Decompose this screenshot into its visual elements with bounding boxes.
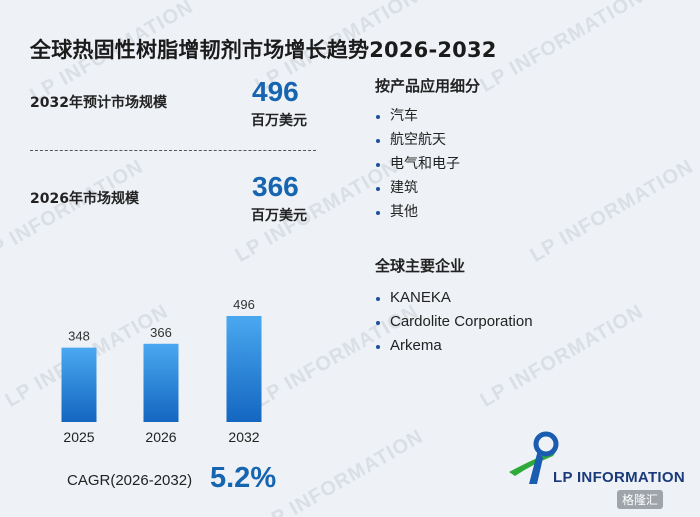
page-title: 全球热固性树脂增韧剂市场增长趋势2026-2032 (30, 38, 497, 62)
watermark: LP INFORMATION (476, 0, 648, 97)
kpi-2032-label: 2032年预计市场规模 (30, 95, 167, 111)
kpi-2032-unit: 百万美元 (251, 113, 307, 129)
x-tick-label: 2025 (63, 429, 94, 445)
companies-title: 全球主要企业 (375, 257, 466, 275)
kpi-2032-value: 496 (252, 76, 299, 107)
data-label: 348 (68, 329, 90, 344)
bar-2032 (226, 316, 262, 422)
cagr-value: 5.2% (210, 462, 277, 494)
list-item: 建筑 (375, 176, 460, 200)
x-tick-label: 2026 (145, 429, 176, 445)
list-item: 汽车 (375, 104, 460, 128)
kpi-2026-value: 366 (252, 171, 299, 202)
market-bar-chart: 348 2025 366 2026 496 2032 (61, 297, 262, 445)
data-label: 496 (233, 297, 255, 312)
segments-list: 汽车 航空航天 电气和电子 建筑 其他 (375, 104, 460, 224)
companies-list: KANEKA Cardolite Corporation Arkema (375, 286, 533, 358)
bar-2026 (143, 343, 179, 422)
watermark: LP INFORMATION (526, 155, 698, 267)
watermark: LP INFORMATION (0, 155, 148, 267)
segments-title: 按产品应用细分 (375, 77, 481, 95)
cagr-label: CAGR(2026-2032) (67, 472, 193, 489)
list-item: 航空航天 (375, 128, 460, 152)
source-badge: 格隆汇 (617, 490, 664, 509)
brand-name: LP INFORMATION (553, 469, 685, 486)
kpi-2026-label: 2026年市场规模 (30, 191, 139, 207)
kpi-2026-unit: 百万美元 (251, 208, 307, 224)
list-item: 电气和电子 (375, 152, 460, 176)
x-tick-label: 2032 (228, 429, 259, 445)
list-item: KANEKA (375, 286, 533, 310)
bar-2025 (61, 347, 97, 422)
kpi-divider (30, 150, 316, 151)
list-item: Cardolite Corporation (375, 310, 533, 334)
list-item: Arkema (375, 334, 533, 358)
list-item: 其他 (375, 200, 460, 224)
brand-logo-icon (509, 431, 559, 484)
data-label: 366 (150, 325, 172, 340)
